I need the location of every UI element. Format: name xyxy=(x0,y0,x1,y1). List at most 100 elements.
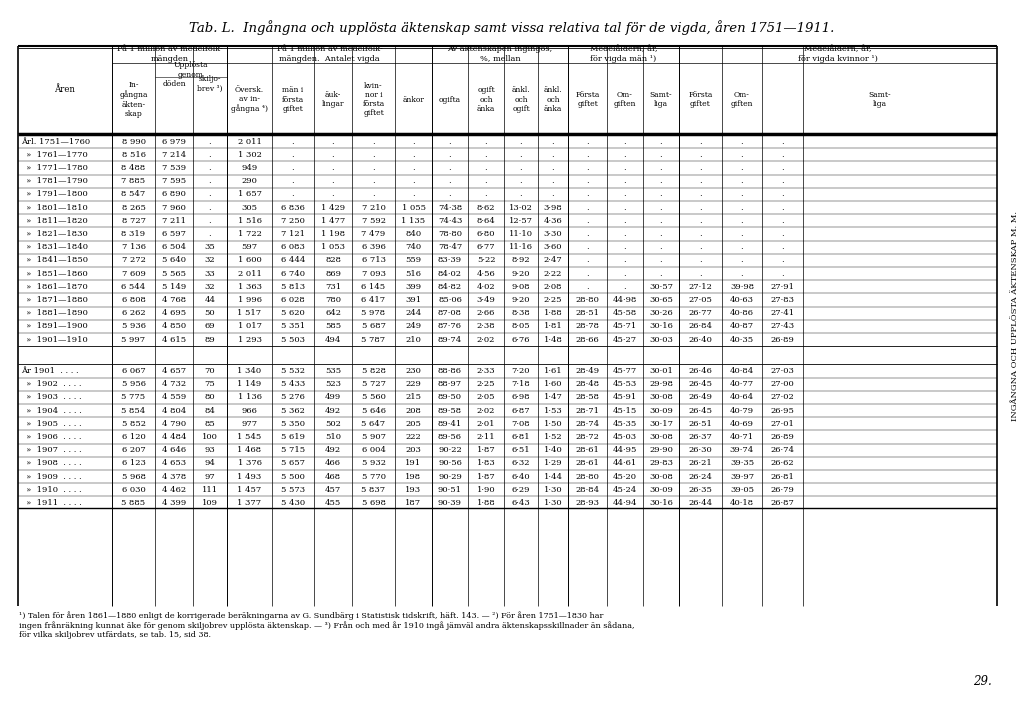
Text: 1 136: 1 136 xyxy=(238,393,261,402)
Text: 7 211: 7 211 xyxy=(162,217,186,225)
Text: Om-
giften: Om- giften xyxy=(731,91,754,108)
Text: 30·09: 30·09 xyxy=(649,486,673,493)
Text: Samt-
liga: Samt- liga xyxy=(649,91,673,108)
Text: 5 647: 5 647 xyxy=(361,420,386,428)
Text: 45·15: 45·15 xyxy=(613,407,637,414)
Text: 2 011: 2 011 xyxy=(238,138,261,145)
Text: 740: 740 xyxy=(406,243,422,251)
Text: .: . xyxy=(332,191,334,198)
Text: 4·56: 4·56 xyxy=(476,270,496,277)
Text: 249: 249 xyxy=(406,323,422,330)
Text: 1·53: 1·53 xyxy=(544,407,562,414)
Text: Medelåldern, år,
för vigda män ¹): Medelåldern, år, för vigda män ¹) xyxy=(590,45,657,63)
Text: ogift
och
änka: ogift och änka xyxy=(477,86,496,113)
Text: 1 363: 1 363 xyxy=(238,283,261,291)
Text: 7 609: 7 609 xyxy=(122,270,145,277)
Text: .: . xyxy=(659,203,663,212)
Text: 30·57: 30·57 xyxy=(649,283,673,291)
Text: 27·01: 27·01 xyxy=(771,420,795,428)
Text: In-
gångna
äkten-
skap: In- gångna äkten- skap xyxy=(119,81,147,118)
Text: 8·64: 8·64 xyxy=(476,217,496,225)
Text: År 1901  . . . .: År 1901 . . . . xyxy=(22,367,79,375)
Text: .: . xyxy=(209,203,211,212)
Text: 9·20: 9·20 xyxy=(512,296,530,304)
Text: »  1811—1820: » 1811—1820 xyxy=(22,217,88,225)
Text: .: . xyxy=(624,177,627,185)
Text: »  1907  . . . .: » 1907 . . . . xyxy=(22,446,82,454)
Text: 5 828: 5 828 xyxy=(361,367,385,375)
Text: 8 265: 8 265 xyxy=(122,203,145,212)
Text: 26·44: 26·44 xyxy=(688,499,713,507)
Text: 5 640: 5 640 xyxy=(162,256,186,265)
Text: 5 619: 5 619 xyxy=(281,433,305,441)
Text: 45·53: 45·53 xyxy=(613,381,637,388)
Text: 26·46: 26·46 xyxy=(688,367,713,375)
Text: 8·92: 8·92 xyxy=(512,256,530,265)
Text: 492: 492 xyxy=(325,407,341,414)
Text: 210: 210 xyxy=(406,335,422,344)
Text: 7 885: 7 885 xyxy=(122,177,145,185)
Text: 5 956: 5 956 xyxy=(122,381,145,388)
Text: 5 620: 5 620 xyxy=(282,309,305,317)
Text: 80: 80 xyxy=(205,393,215,402)
Text: .: . xyxy=(781,230,783,238)
Text: .: . xyxy=(781,177,783,185)
Text: 28·80: 28·80 xyxy=(575,472,599,481)
Text: .: . xyxy=(781,164,783,172)
Text: 399: 399 xyxy=(406,283,422,291)
Text: 28·84: 28·84 xyxy=(575,486,600,493)
Text: för vilka skiljobrev utfärdats, se tab. 15, sid 38.: för vilka skiljobrev utfärdats, se tab. … xyxy=(19,631,211,639)
Text: 457: 457 xyxy=(325,486,341,493)
Text: 6·80: 6·80 xyxy=(477,230,496,238)
Text: .: . xyxy=(699,177,701,185)
Text: »  1901—1910: » 1901—1910 xyxy=(22,335,88,344)
Text: 4 399: 4 399 xyxy=(162,499,186,507)
Text: 492: 492 xyxy=(325,446,341,454)
Text: .: . xyxy=(209,138,211,145)
Text: 7 592: 7 592 xyxy=(361,217,385,225)
Text: 597: 597 xyxy=(242,243,258,251)
Text: 2·05: 2·05 xyxy=(477,393,496,402)
Text: 5 715: 5 715 xyxy=(281,446,305,454)
Text: 1 198: 1 198 xyxy=(321,230,345,238)
Text: 191: 191 xyxy=(406,460,422,467)
Text: »  1910  . . . .: » 1910 . . . . xyxy=(22,486,82,493)
Text: 45·24: 45·24 xyxy=(613,486,637,493)
Text: .: . xyxy=(449,138,452,145)
Text: 949: 949 xyxy=(242,164,258,172)
Text: .: . xyxy=(624,217,627,225)
Text: 3·60: 3·60 xyxy=(544,243,562,251)
Text: 8 516: 8 516 xyxy=(122,151,145,159)
Text: 535: 535 xyxy=(325,367,341,375)
Text: .: . xyxy=(586,191,589,198)
Text: 1 302: 1 302 xyxy=(238,151,261,159)
Text: 559: 559 xyxy=(406,256,422,265)
Text: .: . xyxy=(372,151,375,159)
Text: döden: döden xyxy=(162,80,185,88)
Text: 30·16: 30·16 xyxy=(649,323,673,330)
Text: 203: 203 xyxy=(406,446,422,454)
Text: 1 493: 1 493 xyxy=(238,472,261,481)
Text: 5 775: 5 775 xyxy=(122,393,145,402)
Text: 6 504: 6 504 xyxy=(162,243,186,251)
Text: 4 653: 4 653 xyxy=(162,460,186,467)
Text: 30·16: 30·16 xyxy=(649,499,673,507)
Text: »  1902  . . . .: » 1902 . . . . xyxy=(22,381,82,388)
Text: 28·78: 28·78 xyxy=(575,323,599,330)
Text: 6 740: 6 740 xyxy=(281,270,305,277)
Text: .: . xyxy=(292,191,294,198)
Text: 5 503: 5 503 xyxy=(281,335,305,344)
Text: Tab. L.  Ingångna och upplösta äktenskap samt vissa relativa tal för de vigda, å: Tab. L. Ingångna och upplösta äktenskap … xyxy=(189,20,835,35)
Text: 6 836: 6 836 xyxy=(281,203,305,212)
Text: .: . xyxy=(781,256,783,265)
Text: 12·57: 12·57 xyxy=(509,217,534,225)
Text: ogifta: ogifta xyxy=(439,95,461,104)
Text: 5 852: 5 852 xyxy=(122,420,145,428)
Text: 26·81: 26·81 xyxy=(771,472,795,481)
Text: 29.: 29. xyxy=(973,675,992,688)
Text: 35: 35 xyxy=(205,243,215,251)
Text: .: . xyxy=(781,138,783,145)
Text: 7 479: 7 479 xyxy=(361,230,386,238)
Text: Medelåldern, år,
för vigda kvinnor ¹): Medelåldern, år, för vigda kvinnor ¹) xyxy=(798,45,878,63)
Text: .: . xyxy=(484,151,487,159)
